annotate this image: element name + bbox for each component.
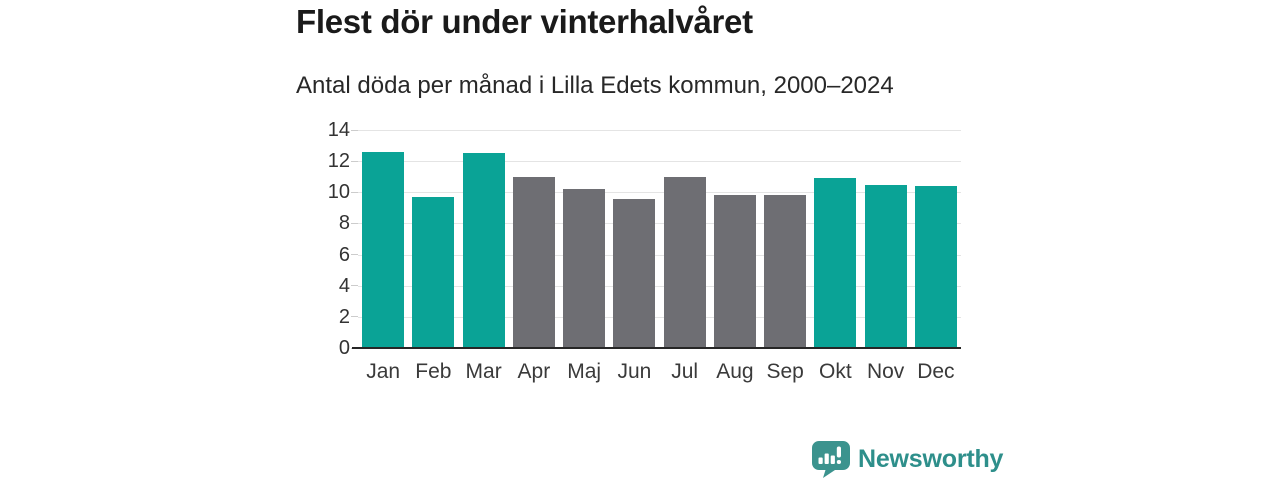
bar-slot-sep: [760, 130, 810, 348]
x-axis-label-maj: Maj: [567, 360, 602, 383]
y-axis-label-14: 14: [327, 119, 350, 141]
bar-slot-apr: [509, 130, 559, 348]
y-axis-label-8: 8: [338, 212, 350, 235]
y-axis-label-10: 10: [327, 181, 350, 204]
bar-okt: [814, 178, 857, 348]
bars-container: [358, 130, 961, 348]
bar-slot-nov: [861, 130, 911, 348]
bar-apr: [512, 176, 555, 348]
y-axis-label-2: 2: [338, 305, 350, 328]
x-axis-label-jul: Jul: [671, 360, 699, 383]
y-axis-tick-8: [351, 222, 358, 224]
bar-feb: [412, 196, 455, 348]
gridline-y10: [358, 192, 961, 194]
x-axis-label-aug: Aug: [716, 360, 754, 383]
gridline-y14: [358, 130, 961, 131]
gridline-y8: [358, 223, 961, 225]
bar-jan: [362, 151, 405, 348]
bar-aug: [713, 195, 756, 348]
y-axis-label-6: 6: [338, 243, 350, 266]
x-axis-label-dec: Dec: [917, 360, 955, 383]
x-axis-labels: Jan Feb Mar Apr Maj Jun Jul Aug Sep Okt Nov Dec: [358, 359, 961, 385]
bar-slot-maj: [559, 130, 609, 348]
x-axis-line: [352, 347, 961, 349]
bar-slot-jun: [609, 130, 659, 348]
bar-slot-jan: [358, 130, 408, 348]
y-axis-label-4: 4: [338, 274, 350, 297]
gridline-y2: [358, 316, 961, 318]
x-axis-label-feb: Feb: [415, 360, 452, 383]
x-axis-label-jan: Jan: [366, 360, 401, 383]
x-axis-label-mar: Mar: [465, 360, 502, 383]
y-axis-label-12: 12: [327, 150, 350, 173]
bar-dec: [914, 186, 957, 348]
newsworthy-bubble-chart-icon: [808, 440, 850, 478]
x-axis-label-jun: Jun: [617, 360, 652, 383]
y-axis-label-0: 0: [338, 337, 350, 359]
bar-maj: [563, 189, 606, 348]
x-axis-label-sep: Sep: [766, 360, 804, 383]
gridline-y6: [358, 254, 961, 256]
chart-title: Flest dör under vinterhalvåret: [296, 3, 753, 40]
x-axis-label-apr: Apr: [517, 360, 551, 383]
y-axis-tick-6: [351, 254, 358, 256]
gridline-y12: [358, 161, 961, 163]
bar-mar: [462, 153, 505, 348]
bar-jun: [613, 198, 656, 348]
newsworthy-wordmark: Newsworthy: [858, 444, 1004, 473]
bar-sep: [764, 195, 807, 348]
y-axis-tick-12: [351, 160, 358, 162]
x-axis-label-okt: Okt: [819, 360, 852, 383]
y-axis-tick-14: [351, 129, 358, 131]
newsworthy-logo: Newsworthy: [808, 440, 1003, 478]
chart-subtitle: Antal döda per månad i Lilla Edets kommu…: [296, 72, 894, 99]
bar-slot-jul: [660, 130, 710, 348]
bar-slot-okt: [810, 130, 860, 348]
bar-jul: [663, 176, 706, 348]
bar-slot-dec: [911, 130, 961, 348]
gridline-y4: [358, 285, 961, 287]
plot-area: [351, 129, 961, 349]
bar-slot-aug: [710, 130, 760, 348]
bar-slot-feb: [408, 130, 458, 348]
bar-slot-mar: [459, 130, 509, 348]
y-axis-tick-10: [351, 191, 358, 193]
bar-nov: [864, 184, 907, 348]
x-axis-label-nov: Nov: [866, 360, 905, 383]
y-axis-tick-2: [351, 316, 358, 318]
y-axis-tick-4: [351, 285, 358, 287]
